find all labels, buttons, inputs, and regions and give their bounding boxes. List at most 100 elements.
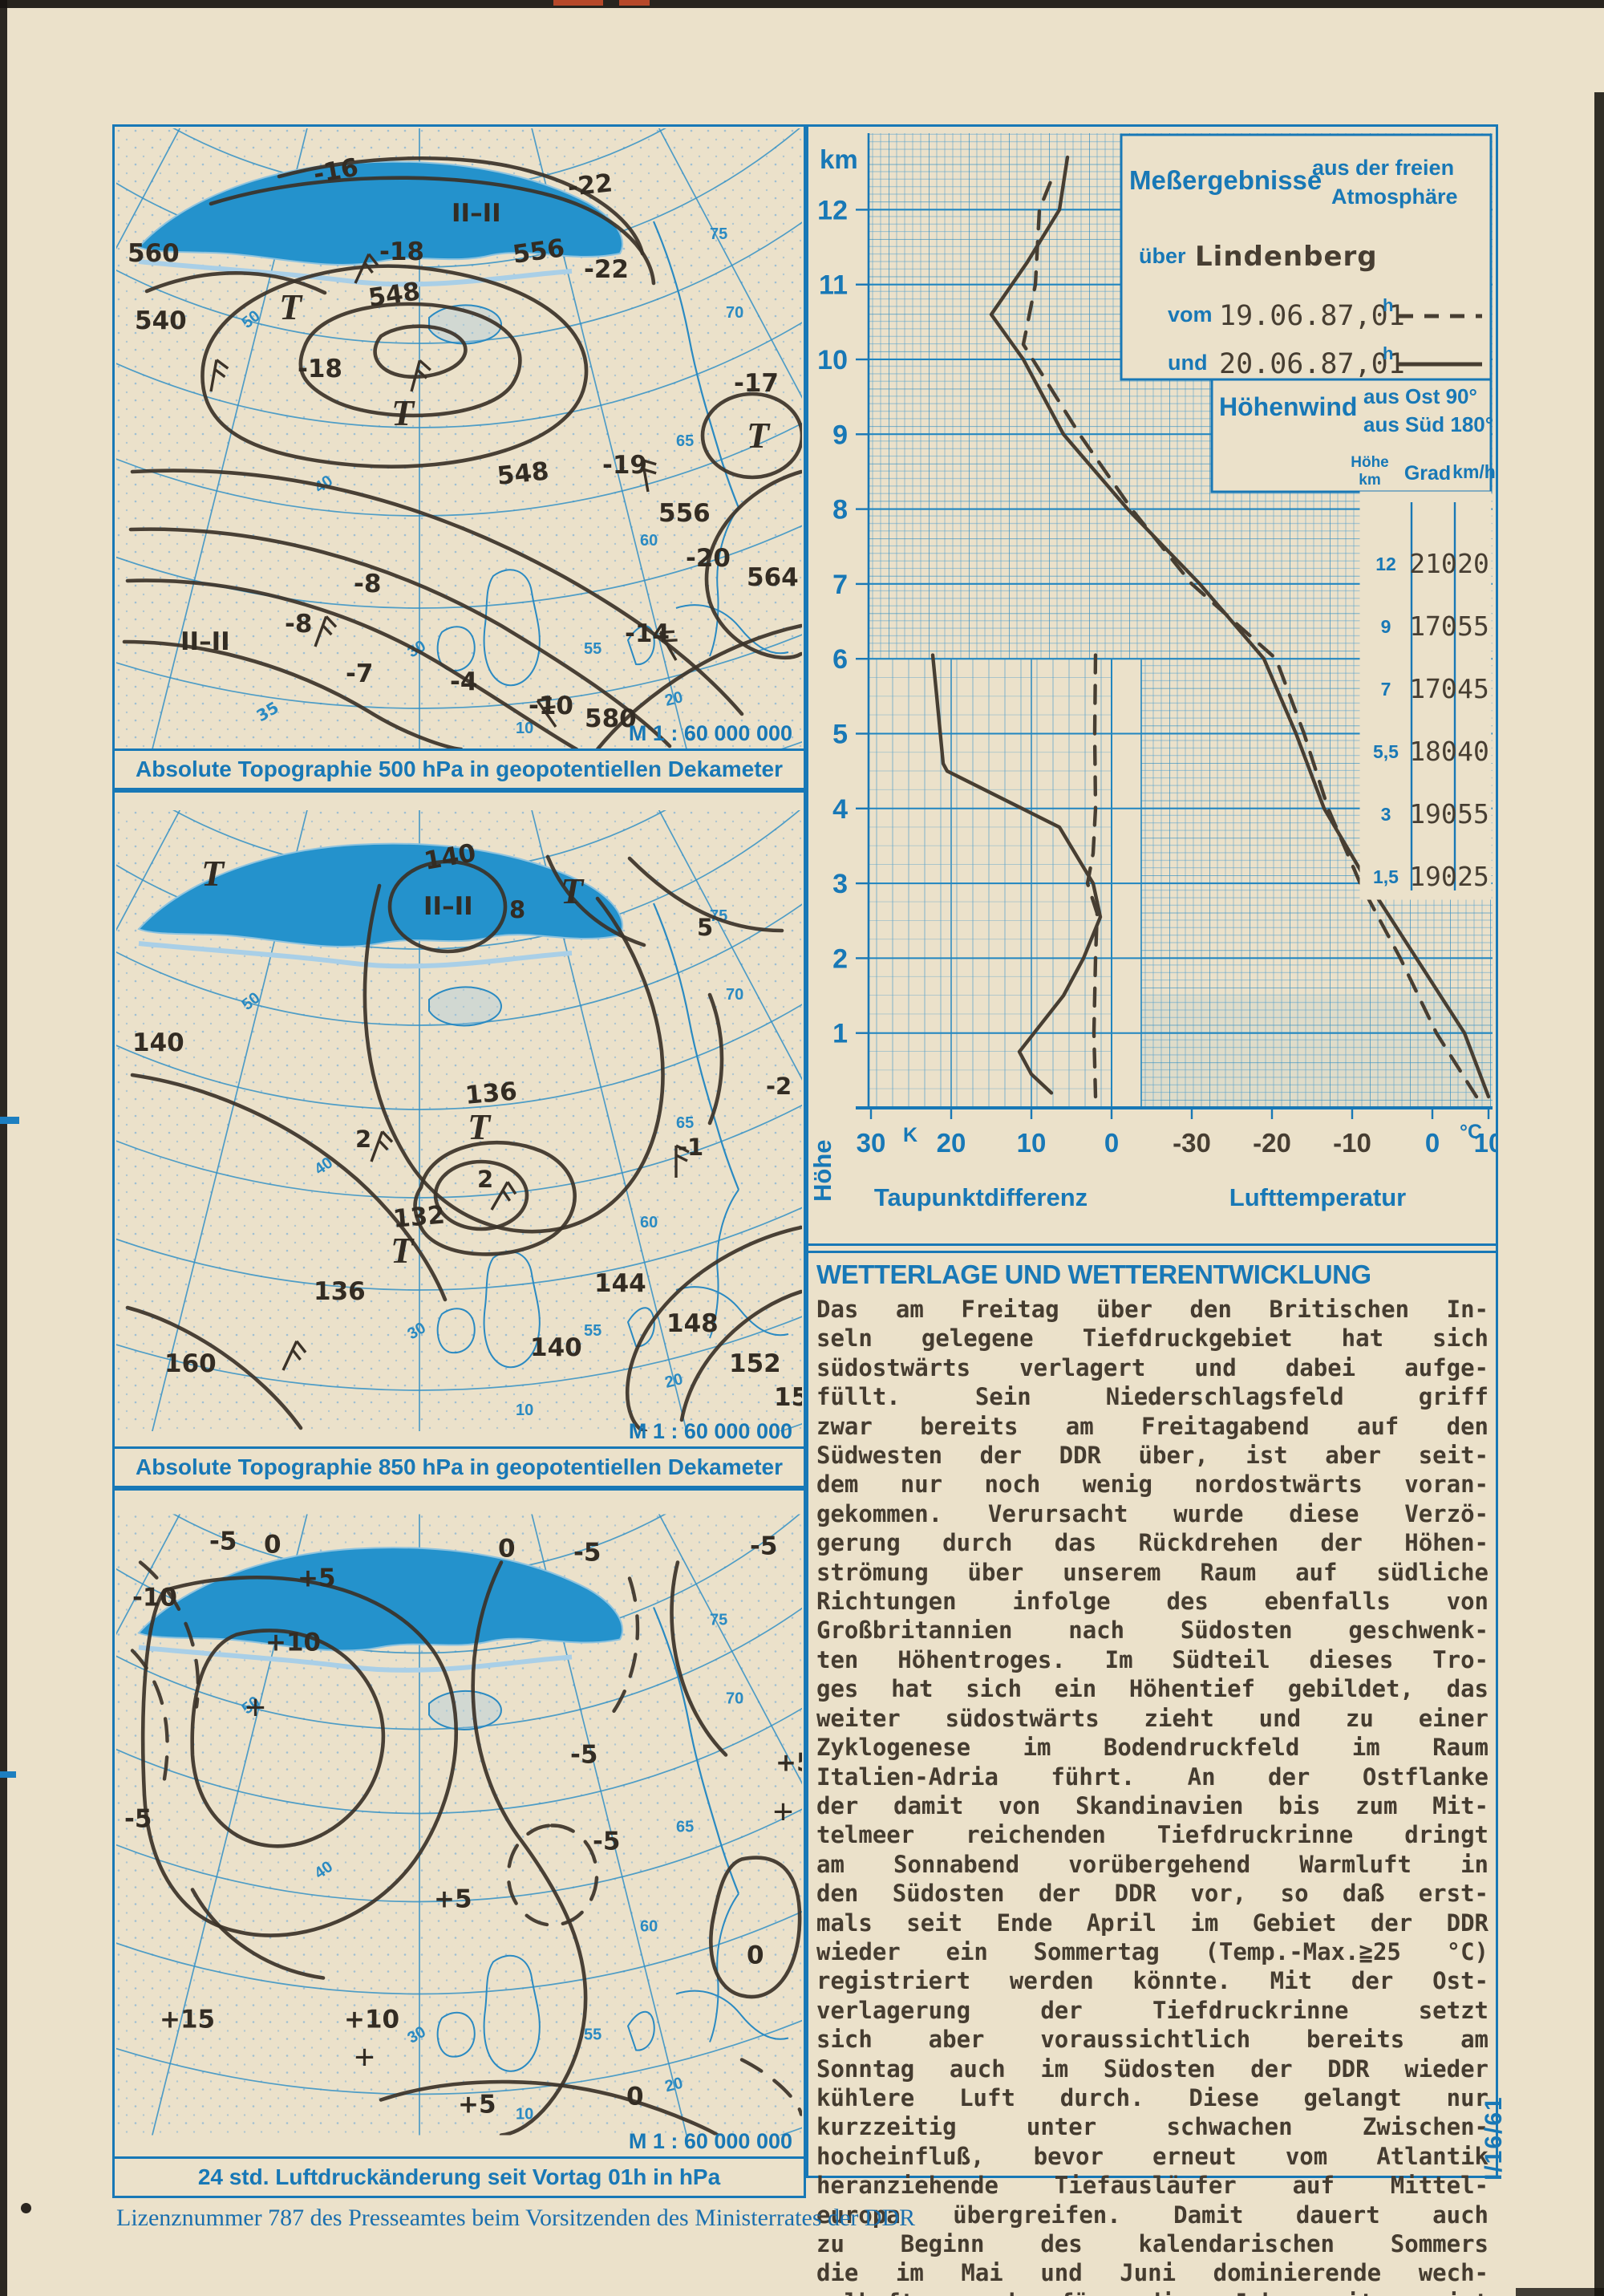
svg-text:9: 9: [832, 420, 848, 450]
svg-text:170: 170: [1409, 673, 1457, 704]
svg-text:0: 0: [1104, 1128, 1119, 1158]
svg-text:10: 10: [516, 2106, 533, 2124]
report-line: mals seit Ende April im Gebiet der DDR: [816, 1909, 1489, 1937]
report-line: der damit von Skandinavien bis zum Mit-: [816, 1791, 1489, 1819]
map-caption: Absolute Topographie 500 hPa in geopoten…: [115, 748, 804, 818]
weather-report: WETTERLAGE UND WETTERENTWICKLUNG Das am …: [816, 1260, 1489, 2296]
svg-text:30: 30: [857, 1128, 886, 1158]
svg-text:-22: -22: [584, 255, 629, 284]
svg-text:10: 10: [1017, 1128, 1047, 1158]
registration-mark: [0, 1771, 16, 1778]
svg-text:144: 144: [594, 1269, 646, 1298]
svg-text:170: 170: [1409, 611, 1457, 642]
report-line: sich aber voraussichtlich bereits am: [816, 2026, 1489, 2054]
svg-text:5: 5: [832, 720, 848, 750]
svg-text:+10: +10: [265, 1629, 321, 1657]
svg-text:-14: -14: [625, 619, 670, 648]
legend-subtitle1: aus der freien: [1312, 156, 1454, 180]
svg-text:55: 55: [584, 640, 602, 658]
svg-text:T: T: [279, 286, 303, 327]
wind-table: 12 210 209 170 557 170 455,5 180 403 190 551,5 190 2…: [1359, 491, 1492, 900]
svg-text:55: 55: [1457, 611, 1489, 642]
map-topography-500hpa: 75 70 65 60 55 50 40 30 10 20 -16 II–II -22 556 -22 -18…: [112, 124, 806, 818]
svg-text:70: 70: [726, 986, 743, 1004]
report-line: südostwärts verlagert und dabei aufge-: [816, 1353, 1489, 1381]
svg-text:152: 152: [729, 1349, 781, 1378]
report-line: Zyklogenese im Bodendruckfeld im Raum: [816, 1734, 1489, 1762]
svg-text:4: 4: [832, 794, 848, 825]
report-line: Südwesten der DDR über, ist aber seit-: [816, 1442, 1489, 1470]
svg-text:-8: -8: [354, 570, 381, 598]
registration-mark: [0, 1117, 19, 1124]
report-line: am Sonnabend vorübergehend Warmluft in: [816, 1850, 1489, 1878]
report-line: die im Mai und Juni dominierende wech-: [816, 2259, 1489, 2287]
report-line: Das am Freitag über den Britischen In-: [816, 1296, 1489, 1323]
report-line: selhafte und für die Jahreszeit meist: [816, 2288, 1489, 2296]
svg-text:10: 10: [516, 720, 533, 737]
wind-col-speed: km/h: [1452, 461, 1496, 482]
legend-box: Meßergebnisse aus der freien Atmosphäre …: [1120, 133, 1493, 381]
svg-text:T: T: [391, 1230, 415, 1271]
svg-text:20: 20: [663, 2075, 685, 2096]
scan-edge-left: [0, 0, 7, 2296]
svg-text:148: 148: [666, 1309, 719, 1338]
svg-text:-5: -5: [209, 1527, 237, 1556]
sounding-canvas: Meßergebnisse aus der freien Atmosphäre …: [808, 133, 1541, 1211]
svg-text:+5: +5: [776, 1749, 804, 1778]
svg-text:132: 132: [392, 1200, 447, 1234]
svg-text:-5: -5: [573, 1539, 601, 1568]
report-line: verlagerung der Tiefdruckrinne setzt: [816, 1996, 1489, 2024]
svg-text:8: 8: [509, 896, 525, 923]
report-line: europa übergreifen. Damit dauert auch: [816, 2201, 1489, 2229]
svg-text:-20: -20: [1253, 1128, 1291, 1158]
svg-text:55: 55: [1457, 798, 1489, 830]
license-line: Lizenznummer 787 des Presseamtes beim Vo…: [116, 2205, 916, 2231]
svg-text:km: km: [820, 144, 858, 174]
svg-text:7: 7: [1381, 679, 1391, 700]
svg-text:75: 75: [710, 1612, 727, 1629]
svg-text:K: K: [903, 1124, 917, 1146]
svg-text:190: 190: [1409, 861, 1457, 892]
svg-text:-30: -30: [1173, 1128, 1211, 1158]
svg-text:+5: +5: [298, 1564, 336, 1593]
svg-text:°C: °C: [1460, 1121, 1482, 1143]
svg-text:540: 540: [135, 306, 187, 335]
svg-text:548: 548: [367, 277, 422, 313]
map-canvas: 75706560555040301020-16II–II-22556-22-18…: [116, 128, 802, 749]
report-line: Großbritannien nach Südosten geschwenk-: [816, 1617, 1489, 1645]
svg-text:11: 11: [819, 270, 848, 301]
svg-text:190: 190: [1409, 798, 1457, 830]
svg-text:2: 2: [355, 1126, 371, 1153]
legend-subtitle2: Atmosphäre: [1331, 185, 1458, 209]
report-line: wieder ein Sommertag (Temp.-Max.≧25 °C): [816, 1937, 1489, 1965]
svg-text:-18: -18: [379, 237, 424, 266]
report-line: ges hat sich ein Höhentief gebildet, das: [816, 1675, 1489, 1703]
svg-text:180: 180: [1409, 736, 1457, 767]
report-line: zu Beginn des kalendarischen Sommers: [816, 2230, 1489, 2257]
svg-text:+: +: [772, 1791, 793, 1832]
svg-text:T: T: [391, 392, 415, 433]
svg-text:3: 3: [832, 869, 848, 899]
svg-text:55: 55: [584, 2026, 602, 2044]
svg-text:70: 70: [726, 1690, 743, 1708]
svg-text:+: +: [354, 2037, 375, 2078]
svg-text:-5: -5: [124, 1805, 152, 1834]
svg-text:1,5: 1,5: [1373, 866, 1399, 887]
report-line: dem nur noch wenig nordostwärts voran-: [816, 1470, 1489, 1499]
svg-text:7: 7: [832, 570, 848, 600]
svg-text:136: 136: [314, 1277, 366, 1306]
scan-edge-bottom: [1516, 2288, 1604, 2296]
svg-text:T: T: [747, 415, 771, 456]
report-line: ten Höhentroges. Im Südteil dieses Tro-: [816, 1645, 1489, 1673]
svg-text:0: 0: [626, 2083, 644, 2111]
svg-text:65: 65: [676, 432, 694, 450]
svg-text:10: 10: [516, 1402, 533, 1419]
svg-text:II–II: II–II: [452, 199, 501, 228]
svg-text:II–II: II–II: [180, 627, 230, 656]
red-mark: [553, 0, 603, 6]
svg-text:25: 25: [1457, 861, 1489, 892]
svg-text:140: 140: [132, 1028, 184, 1057]
svg-text:II–II: II–II: [423, 892, 473, 921]
report-line: Sonntag auch im Südosten der DDR wieder: [816, 2055, 1489, 2083]
svg-text:0: 0: [747, 1941, 764, 1970]
